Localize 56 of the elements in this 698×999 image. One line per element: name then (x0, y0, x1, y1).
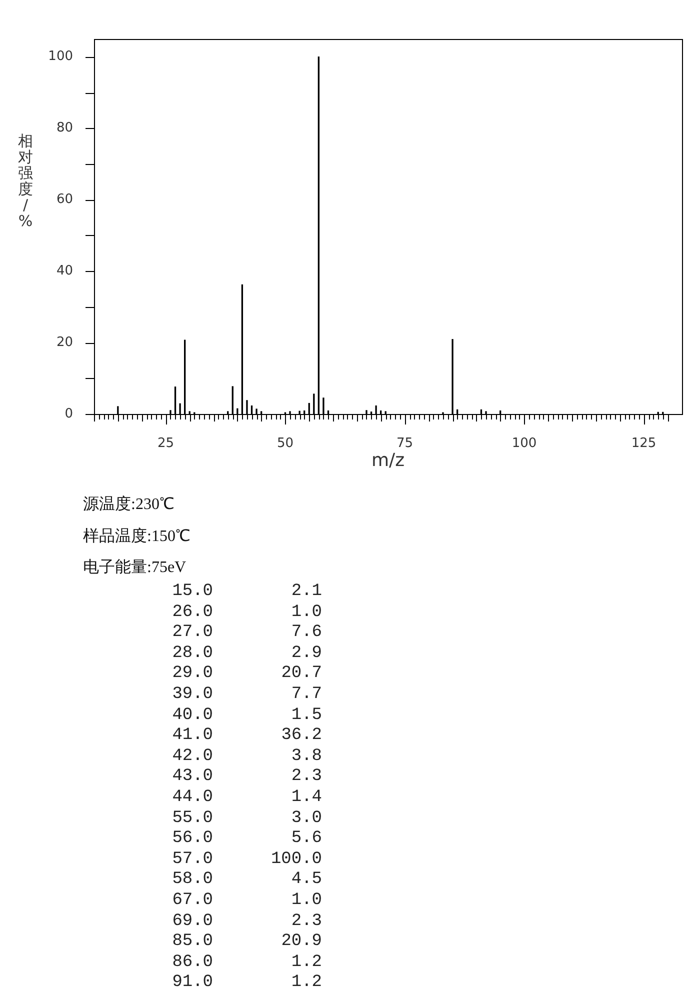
text: 27.0 (172, 623, 213, 642)
y-tick-label: 100 (48, 49, 73, 64)
text: 39.0 (172, 685, 213, 704)
text: 1.2 (291, 973, 322, 992)
text: 1.0 (291, 602, 322, 622)
y-tick-label: 80 (56, 120, 73, 136)
text: 2.3 (291, 912, 322, 931)
text: 2.3 (291, 767, 322, 786)
text: 5.6 (291, 829, 322, 848)
text: 56.0 (172, 829, 213, 848)
x-tick-label: 25 (157, 436, 174, 452)
text: 44.0 (172, 788, 213, 807)
text: 42.0 (172, 746, 213, 766)
x-axis-title: m/z (371, 450, 405, 471)
text: 43.0 (172, 767, 213, 786)
text: 1.0 (291, 891, 322, 910)
text: 2.1 (291, 582, 322, 601)
text: 1.5 (291, 706, 322, 725)
text: 样品温度:150℃ (83, 526, 190, 546)
x-tick-label: 50 (276, 436, 294, 452)
text: 29.0 (172, 664, 213, 684)
text: 58.0 (172, 870, 213, 890)
x-tick-label: 75 (396, 436, 414, 452)
text: 20.9 (281, 932, 322, 952)
text: 69.0 (172, 912, 213, 931)
text: 4.5 (291, 870, 322, 890)
text: 3.8 (291, 746, 322, 766)
text: 15.0 (172, 582, 213, 601)
text: 1.2 (291, 952, 322, 972)
text: 电子能量:75eV (83, 558, 186, 578)
text: 源温度:230℃ (83, 495, 174, 515)
text: 40.0 (172, 706, 213, 725)
text: 2.9 (291, 644, 322, 663)
text: 20.7 (281, 664, 322, 684)
x-tick-label: 125 (631, 436, 656, 452)
y-tick-label: 0 (64, 406, 73, 422)
text: 86.0 (172, 952, 213, 972)
y-tick-label: 60 (56, 192, 73, 208)
text: 7.7 (291, 685, 322, 704)
text: 26.0 (172, 602, 213, 622)
y-axis-title: 相对强度/% (18, 132, 33, 230)
y-tick-label: 20 (56, 334, 73, 350)
x-tick-label: 100 (512, 436, 537, 452)
text: 91.0 (172, 973, 213, 992)
text: 3.0 (291, 808, 322, 828)
text: 36.2 (281, 726, 322, 746)
text: 28.0 (172, 644, 213, 663)
text: 67.0 (172, 891, 213, 910)
text: 7.6 (291, 623, 322, 642)
text: 57.0 (172, 850, 213, 869)
text: 1.4 (291, 788, 322, 807)
text: 55.0 (172, 808, 213, 828)
text: 100.0 (270, 850, 322, 869)
text: 41.0 (172, 726, 213, 746)
y-tick-label: 40 (56, 264, 73, 279)
text: 85.0 (172, 932, 213, 952)
